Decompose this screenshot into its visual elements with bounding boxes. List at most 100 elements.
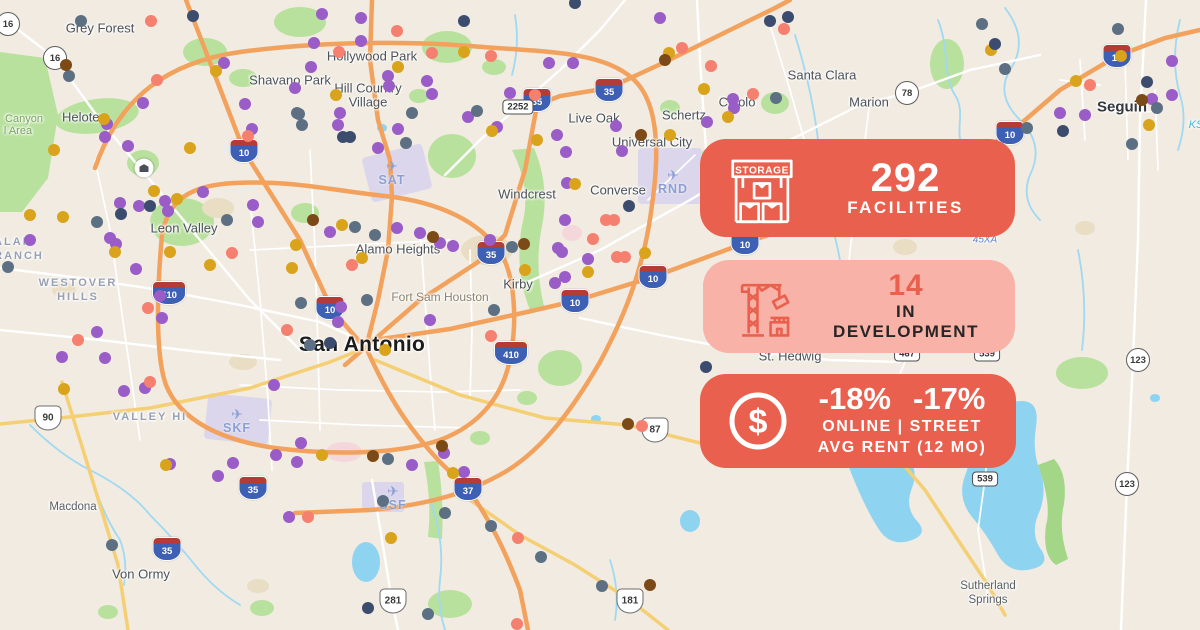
facility-dot[interactable] — [392, 61, 404, 73]
facility-dot[interactable] — [1054, 107, 1066, 119]
facility-dot[interactable] — [610, 120, 622, 132]
facility-dot[interactable] — [518, 238, 530, 250]
facility-dot[interactable] — [426, 47, 438, 59]
facility-dot[interactable] — [130, 263, 142, 275]
facility-dot[interactable] — [458, 466, 470, 478]
facility-dot[interactable] — [137, 97, 149, 109]
facility-dot[interactable] — [204, 259, 216, 271]
facility-dot[interactable] — [252, 216, 264, 228]
facility-dot[interactable] — [324, 226, 336, 238]
facility-dot[interactable] — [512, 532, 524, 544]
facility-dot[interactable] — [316, 449, 328, 461]
facility-dot[interactable] — [247, 199, 259, 211]
facility-dot[interactable] — [75, 15, 87, 27]
facility-dot[interactable] — [346, 259, 358, 271]
facility-dot[interactable] — [1115, 50, 1127, 62]
facility-dot[interactable] — [57, 211, 69, 223]
facility-dot[interactable] — [421, 75, 433, 87]
facility-dot[interactable] — [569, 0, 581, 9]
facility-dot[interactable] — [164, 246, 176, 258]
facility-dot[interactable] — [335, 301, 347, 313]
facility-dot[interactable] — [644, 579, 656, 591]
facility-dot[interactable] — [559, 271, 571, 283]
facility-dot[interactable] — [307, 214, 319, 226]
facility-dot[interactable] — [1166, 89, 1178, 101]
facility-dot[interactable] — [406, 459, 418, 471]
facility-dot[interactable] — [156, 312, 168, 324]
facility-dot[interactable] — [1057, 125, 1069, 137]
facility-dot[interactable] — [764, 15, 776, 27]
facility-dot[interactable] — [133, 200, 145, 212]
facility-dot[interactable] — [99, 352, 111, 364]
facility-dot[interactable] — [543, 57, 555, 69]
facility-dot[interactable] — [291, 107, 303, 119]
facility-dot[interactable] — [582, 253, 594, 265]
facility-dot[interactable] — [485, 520, 497, 532]
facility-dot[interactable] — [608, 214, 620, 226]
facility-dot[interactable] — [531, 134, 543, 146]
facility-dot[interactable] — [392, 123, 404, 135]
facility-dot[interactable] — [142, 302, 154, 314]
facility-dot[interactable] — [58, 383, 70, 395]
facility-dot[interactable] — [424, 314, 436, 326]
facility-dot[interactable] — [286, 262, 298, 274]
facility-dot[interactable] — [324, 337, 336, 349]
facility-dot[interactable] — [289, 82, 301, 94]
facility-dot[interactable] — [1136, 94, 1148, 106]
facility-dot[interactable] — [290, 239, 302, 251]
facility-dot[interactable] — [427, 231, 439, 243]
facility-dot[interactable] — [159, 195, 171, 207]
facility-dot[interactable] — [24, 209, 36, 221]
facility-dot[interactable] — [976, 18, 988, 30]
facility-dot[interactable] — [377, 495, 389, 507]
facility-dot[interactable] — [488, 304, 500, 316]
facility-dot[interactable] — [1084, 79, 1096, 91]
facility-dot[interactable] — [281, 324, 293, 336]
facility-dot[interactable] — [162, 205, 174, 217]
facility-dot[interactable] — [698, 83, 710, 95]
facility-dot[interactable] — [171, 193, 183, 205]
facility-dot[interactable] — [118, 385, 130, 397]
facility-dot[interactable] — [458, 46, 470, 58]
facility-dot[interactable] — [48, 144, 60, 156]
facility-dot[interactable] — [556, 246, 568, 258]
facility-dot[interactable] — [382, 70, 394, 82]
facility-dot[interactable] — [439, 507, 451, 519]
facility-dot[interactable] — [336, 219, 348, 231]
facility-dot[interactable] — [295, 437, 307, 449]
facility-dot[interactable] — [426, 88, 438, 100]
facility-dot[interactable] — [722, 111, 734, 123]
facility-dot[interactable] — [115, 208, 127, 220]
facility-dot[interactable] — [569, 178, 581, 190]
facility-dot[interactable] — [549, 277, 561, 289]
facility-dot[interactable] — [316, 8, 328, 20]
facility-dot[interactable] — [664, 129, 676, 141]
facility-dot[interactable] — [330, 89, 342, 101]
facility-dot[interactable] — [535, 551, 547, 563]
facility-dot[interactable] — [268, 379, 280, 391]
facility-dot[interactable] — [551, 129, 563, 141]
facility-dot[interactable] — [391, 25, 403, 37]
facility-dot[interactable] — [596, 580, 608, 592]
facility-dot[interactable] — [367, 450, 379, 462]
facility-dot[interactable] — [344, 131, 356, 143]
facility-dot[interactable] — [382, 453, 394, 465]
facility-dot[interactable] — [72, 334, 84, 346]
facility-dot[interactable] — [154, 290, 166, 302]
facility-dot[interactable] — [639, 247, 651, 259]
facility-dot[interactable] — [701, 116, 713, 128]
facility-dot[interactable] — [619, 251, 631, 263]
facility-dot[interactable] — [485, 50, 497, 62]
facility-dot[interactable] — [582, 266, 594, 278]
facility-dot[interactable] — [187, 10, 199, 22]
facility-dot[interactable] — [1021, 122, 1033, 134]
facility-dot[interactable] — [60, 59, 72, 71]
facility-dot[interactable] — [560, 146, 572, 158]
facility-dot[interactable] — [145, 15, 157, 27]
facility-dot[interactable] — [636, 420, 648, 432]
facility-dot[interactable] — [239, 98, 251, 110]
facility-dot[interactable] — [1126, 138, 1138, 150]
facility-dot[interactable] — [160, 459, 172, 471]
facility-dot[interactable] — [447, 240, 459, 252]
facility-dot[interactable] — [283, 511, 295, 523]
